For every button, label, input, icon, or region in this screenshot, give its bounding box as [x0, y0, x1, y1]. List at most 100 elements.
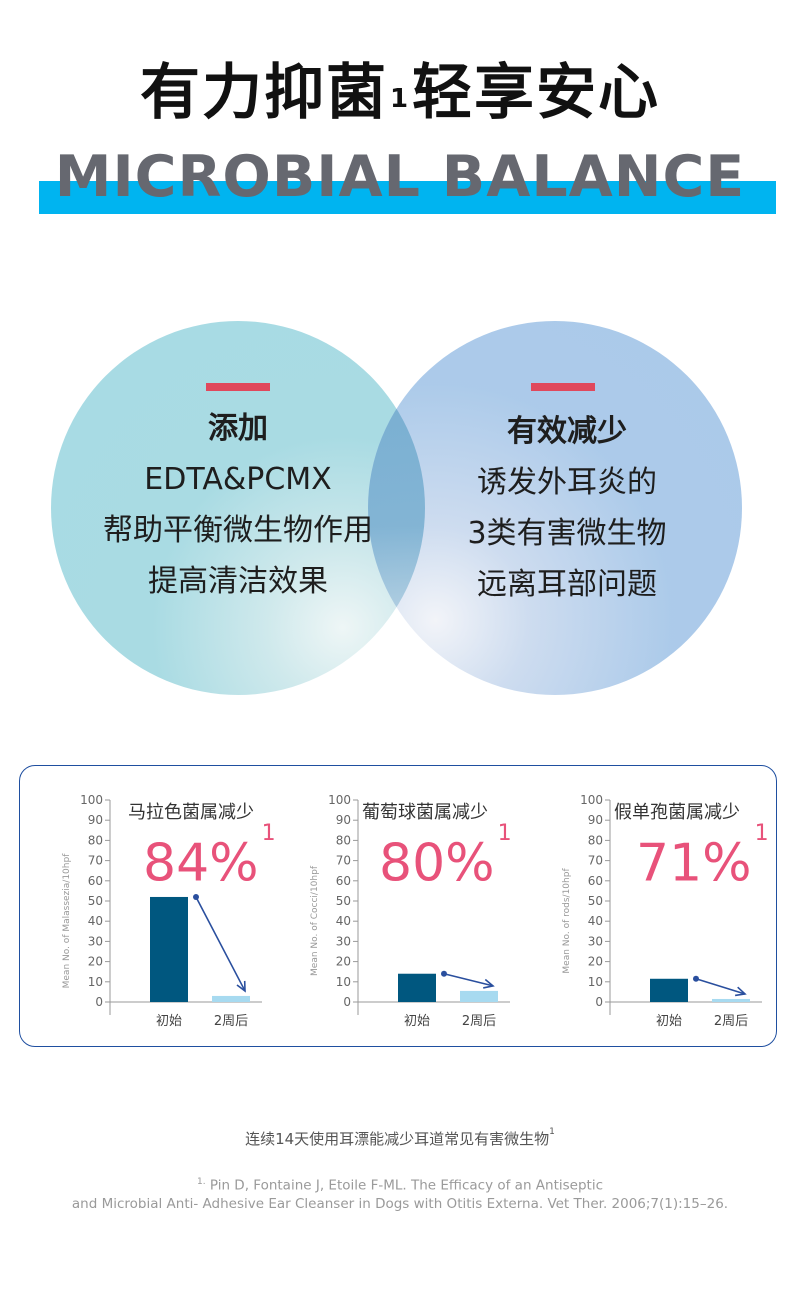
y-axis-label: Mean No. of rods/10hpf	[562, 868, 572, 974]
reference-line-2: and Microbial Anti- Adhesive Ear Cleanse…	[71, 1195, 729, 1212]
y-tick-label: 50	[336, 894, 351, 908]
y-tick-label: 10	[588, 975, 603, 989]
y-axis-label: Mean No. of Cocci/10hpf	[310, 865, 320, 976]
venn-left-line: 提高清洁效果	[148, 564, 328, 599]
accent-band	[39, 181, 776, 214]
percent-value: 84%	[143, 833, 259, 894]
bar-after	[712, 998, 750, 1002]
percent-footnote: 1	[261, 821, 276, 846]
y-tick-label: 60	[336, 874, 351, 888]
y-tick-label: 100	[328, 793, 351, 807]
y-tick-label: 80	[336, 833, 351, 847]
reference-text-1: Pin D, Fontaine J, Etoile F-ML. The Effi…	[205, 1177, 604, 1194]
venn-right-heading: 有效减少	[507, 414, 627, 449]
chart-rods: 假单孢菌属减少 71% 1 0 10 20 30 40 50 60 70 80 90 100 Mean …	[540, 766, 790, 1048]
y-tick-label: 50	[588, 894, 603, 908]
bar-chart: 0 10 20 30 40 50 60 70 80 90 100 Mean No. of Cocci/…	[310, 793, 510, 1029]
reference: 1. Pin D, Fontaine J, Etoile F-ML. The E…	[0, 1173, 800, 1213]
y-tick-label: 0	[343, 995, 351, 1009]
y-tick-label: 0	[595, 995, 603, 1009]
reduction-percent: 71% 1	[636, 821, 769, 894]
venn-right-text: 有效减少 诱发外耳炎的 3类有害微生物 远离耳部问题	[402, 406, 732, 610]
y-tick-label: 0	[95, 995, 103, 1009]
y-tick-label: 80	[588, 833, 603, 847]
title-footnote-marker: 1	[389, 84, 411, 114]
trend-arrow-line	[695, 978, 746, 995]
title-text-before: 有力抑菌	[139, 58, 388, 128]
trend-arrow-head	[236, 980, 246, 993]
trend-arrow-head	[483, 978, 495, 989]
venn-left-line: EDTA&PCMX	[144, 462, 332, 497]
results-panel: 马拉色菌属减少 84% 1 0 10 20 30 40 50 60 70 80 90 100 Mean …	[19, 765, 777, 1047]
y-tick-label: 40	[588, 914, 603, 928]
reference-line-1: 1. Pin D, Fontaine J, Etoile F-ML. The E…	[0, 1173, 800, 1195]
y-tick-label: 70	[336, 854, 351, 868]
percent-footnote: 1	[754, 821, 769, 846]
y-tick-label: 70	[88, 854, 103, 868]
y-axis-label: Mean No. of Malassezia/10hpf	[62, 853, 72, 989]
venn-left-text: 添加 EDTA&PCMX 帮助平衡微生物作用 提高清洁效果	[73, 403, 403, 607]
x-tick-label: 初始	[656, 1014, 682, 1029]
chart-cocci: 葡萄球菌属减少 80% 1 0 10 20 30 40 50 60 70 80 90 100 Mean …	[288, 766, 538, 1048]
page-title: 有力抑菌1轻享安心	[0, 58, 800, 128]
x-tick-label: 初始	[156, 1014, 182, 1029]
y-tick-label: 40	[88, 914, 103, 928]
y-tick-label: 30	[336, 934, 351, 948]
venn-right-line: 3类有害微生物	[467, 516, 667, 551]
bar-initial	[398, 973, 436, 1002]
y-tick-label: 60	[88, 874, 103, 888]
bar-initial	[150, 896, 188, 1002]
usage-note-text: 连续14天使用耳漂能减少耳道常见有害微生物	[245, 1130, 550, 1148]
y-tick-label: 70	[588, 854, 603, 868]
y-tick-label: 100	[80, 793, 103, 807]
chart-title: 葡萄球菌属减少	[362, 802, 488, 823]
venn-left-heading: 添加	[208, 411, 268, 446]
venn-left-line: 帮助平衡微生物作用	[103, 513, 373, 548]
chart-malassezia: 马拉色菌属减少 84% 1 0 10 20 30 40 50 60 70 80 90 100 Mean …	[40, 766, 290, 1048]
y-tick-label: 20	[88, 955, 103, 969]
y-tick-label: 20	[336, 955, 351, 969]
chart-title: 马拉色菌属减少	[128, 802, 254, 823]
percent-footnote: 1	[497, 821, 512, 846]
y-tick-label: 30	[88, 934, 103, 948]
y-tick-label: 90	[336, 813, 351, 827]
y-tick-label: 30	[588, 934, 603, 948]
usage-note: 连续14天使用耳漂能减少耳道常见有害微生物1	[0, 1127, 800, 1149]
venn-right-line: 诱发外耳炎的	[477, 465, 657, 500]
title-text-after: 轻享安心	[412, 58, 661, 128]
y-tick-label: 80	[88, 833, 103, 847]
y-tick-label: 20	[588, 955, 603, 969]
x-tick-label: 初始	[404, 1014, 430, 1029]
x-tick-label: 2周后	[462, 1014, 496, 1029]
venn-right-line: 远离耳部问题	[477, 567, 657, 602]
reference-number: 1.	[196, 1177, 206, 1187]
usage-note-footnote: 1	[549, 1127, 555, 1137]
trend-arrow-head	[734, 986, 747, 997]
y-tick-label: 90	[88, 813, 103, 827]
chart-title: 假单孢菌属减少	[614, 802, 740, 823]
y-tick-label: 100	[580, 793, 603, 807]
y-tick-label: 90	[588, 813, 603, 827]
page-subtitle: MICROBIAL BALANCE	[54, 144, 746, 210]
trend-arrow-line	[443, 972, 494, 987]
left-red-marker	[206, 383, 270, 391]
percent-value: 71%	[636, 833, 752, 894]
bar-chart: 0 10 20 30 40 50 60 70 80 90 100 Mean No. of rods/1…	[562, 793, 762, 1029]
percent-value: 80%	[379, 833, 495, 894]
bar-initial	[650, 978, 688, 1002]
y-tick-label: 10	[336, 975, 351, 989]
x-tick-label: 2周后	[214, 1014, 248, 1029]
bar-after	[460, 990, 498, 1002]
reduction-percent: 84% 1	[143, 821, 276, 894]
x-tick-label: 2周后	[714, 1014, 748, 1029]
trend-arrow-line	[195, 896, 246, 992]
bar-chart: 0 10 20 30 40 50 60 70 80 90 100 Mean No. of Malass…	[62, 793, 262, 1029]
y-tick-label: 50	[88, 894, 103, 908]
reduction-percent: 80% 1	[379, 821, 512, 894]
bar-after	[212, 995, 250, 1002]
y-tick-label: 40	[336, 914, 351, 928]
y-tick-label: 60	[588, 874, 603, 888]
right-red-marker	[531, 383, 595, 391]
trend-start-dot	[441, 970, 447, 977]
y-tick-label: 10	[88, 975, 103, 989]
